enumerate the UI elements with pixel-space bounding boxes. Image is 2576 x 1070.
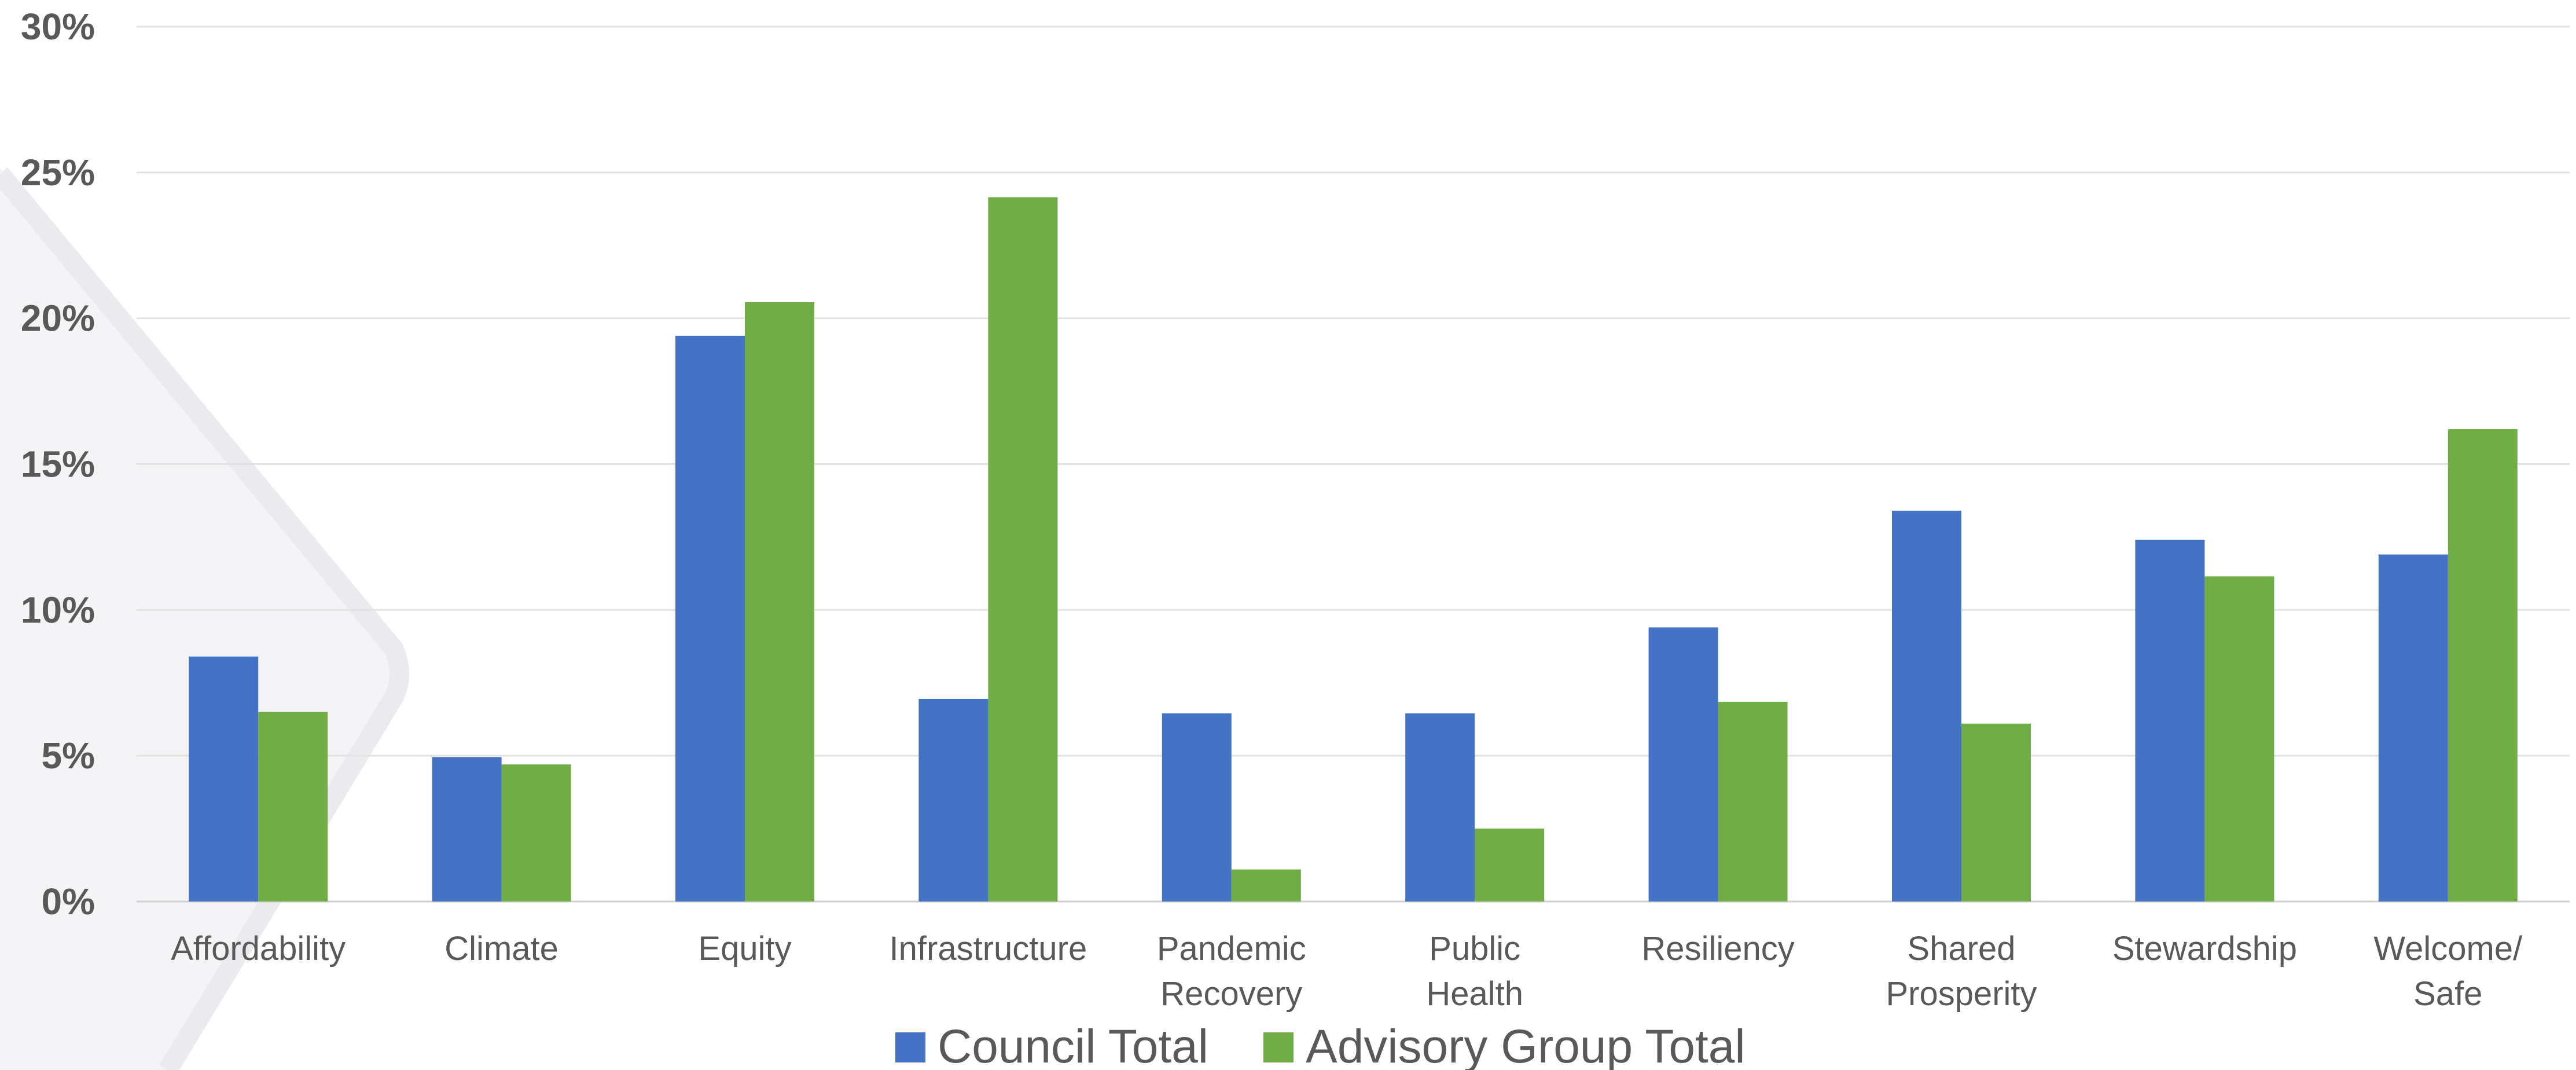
x-tick-label: Equity xyxy=(698,930,791,968)
council-total-bar xyxy=(1405,713,1475,902)
council-total-bar xyxy=(2135,540,2205,902)
legend: Council Total Advisory Group Total xyxy=(895,1020,1745,1070)
legend-swatch xyxy=(1263,1032,1293,1062)
y-tick-label: 10% xyxy=(21,589,95,631)
x-tick-label: Climate xyxy=(444,930,558,968)
advisory-group-total-bar xyxy=(988,197,1058,902)
legend-swatch xyxy=(895,1032,925,1062)
y-tick-label: 0% xyxy=(42,881,95,922)
advisory-group-total-bar xyxy=(258,712,328,902)
council-total-bar xyxy=(918,698,988,902)
y-tick-label: 15% xyxy=(21,444,95,485)
x-tick-label: Shared xyxy=(1907,930,2015,968)
council-total-bar xyxy=(1648,627,1718,902)
council-total-bar xyxy=(432,757,502,902)
advisory-group-total-bar xyxy=(2204,576,2274,902)
advisory-group-total-bar xyxy=(1961,723,2031,902)
y-tick-label: 30% xyxy=(21,6,95,47)
x-tick-label: Infrastructure xyxy=(890,930,1087,968)
council-total-bar xyxy=(1892,511,1961,902)
legend-label: Advisory Group Total xyxy=(1306,1020,1745,1070)
council-total-bar xyxy=(675,335,745,902)
council-total-bar xyxy=(1162,713,1232,902)
y-tick-label: 25% xyxy=(21,152,95,193)
advisory-group-total-bar xyxy=(2448,429,2518,902)
x-tick-label: Recovery xyxy=(1160,975,1302,1013)
y-tick-label: 5% xyxy=(42,735,95,776)
legend-label: Council Total xyxy=(938,1020,1208,1070)
advisory-group-total-bar xyxy=(1475,829,1545,902)
advisory-group-total-bar xyxy=(1231,869,1301,902)
x-tick-label: Welcome/ xyxy=(2373,930,2523,968)
x-tick-label: Health xyxy=(1426,975,1523,1013)
council-total-bar xyxy=(189,656,259,902)
x-tick-label: Public xyxy=(1429,930,1520,968)
council-total-bar xyxy=(2378,554,2448,902)
advisory-group-total-bar xyxy=(501,764,571,902)
advisory-group-total-bar xyxy=(1718,701,1788,902)
bars xyxy=(189,197,2518,902)
y-tick-label: 20% xyxy=(21,298,95,339)
x-tick-label: Safe xyxy=(2413,975,2482,1013)
x-tick-label: Pandemic xyxy=(1157,930,1306,968)
x-axis-tick-labels: Affordability Climate Equity Infrastructure… xyxy=(171,930,2523,1013)
advisory-group-total-bar xyxy=(745,302,814,902)
x-tick-label: Prosperity xyxy=(1886,975,2037,1013)
y-axis-tick-labels: 0% 5% 10% 15% 20% 25% 30% xyxy=(21,6,95,922)
x-tick-label: Affordability xyxy=(171,930,346,968)
x-tick-label: Resiliency xyxy=(1641,930,1794,968)
x-tick-label: Stewardship xyxy=(2112,930,2297,968)
